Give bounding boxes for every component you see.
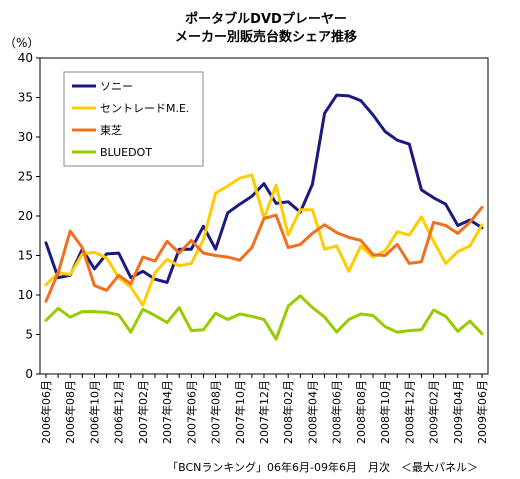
x-tick-label: 2008年10月 <box>378 380 392 444</box>
y-axis-unit-label: （%） <box>4 36 39 50</box>
series-lines <box>44 93 484 341</box>
legend-label: セントレードM.E. <box>100 102 189 115</box>
x-tick-label: 2008年02月 <box>281 380 295 444</box>
y-tick-label: 10 <box>18 288 33 302</box>
x-tick-label: 2007年12月 <box>257 380 271 444</box>
legend-label: BLUEDOT <box>100 146 152 159</box>
legend-label: ソニー <box>100 80 133 93</box>
x-tick-label: 2009年06月 <box>475 380 489 444</box>
x-tick-label: 2008年04月 <box>305 380 319 444</box>
x-tick-label: 2006年12月 <box>112 380 126 444</box>
y-tick-label: 5 <box>25 328 33 342</box>
x-tick-label: 2006年08月 <box>63 380 77 444</box>
legend-box <box>63 71 204 167</box>
source-note: 「BCNランキング」06年6月-09年6月 月次 ＜最大パネル＞ <box>167 460 478 474</box>
series-line-3 <box>44 294 484 341</box>
x-tick-label: 2006年10月 <box>87 380 101 444</box>
x-tick-label: 2007年02月 <box>136 380 150 444</box>
x-tick-label: 2007年06月 <box>184 380 198 444</box>
x-tick-label: 2007年08月 <box>209 380 223 444</box>
x-tick-label: 2008年12月 <box>402 380 416 444</box>
y-tick-label: 15 <box>18 249 33 263</box>
x-tick-label: 2006年06月 <box>39 380 53 444</box>
x-axis: 2006年06月 2006年08月 2006年10月 2006年12月 2007年02月… <box>39 374 489 444</box>
y-tick-label: 0 <box>25 367 33 381</box>
y-tick-label: 20 <box>18 209 33 223</box>
x-tick-label: 2009年04月 <box>451 380 465 444</box>
y-tick-label: 40 <box>18 51 33 65</box>
x-tick-label: 2007年04月 <box>160 380 174 444</box>
y-tick-label: 25 <box>18 170 33 184</box>
series-line-0 <box>44 93 484 284</box>
x-tick-label: 2009年02月 <box>427 380 441 444</box>
x-tick-label: 2008年06月 <box>330 380 344 444</box>
series-line-2 <box>44 205 484 303</box>
chart-subtitle: メーカー別販売台数シェア推移 <box>175 29 357 45</box>
y-tick-label: 35 <box>18 91 33 105</box>
y-tick-label: 30 <box>18 130 33 144</box>
legend-label: 東芝 <box>100 124 122 137</box>
chart-title: ポータブルDVDプレーヤー <box>185 11 347 27</box>
y-axis: 0 5 10 15 20 25 30 35 40 <box>18 51 40 381</box>
x-tick-label: 2007年10月 <box>233 380 247 444</box>
x-tick-label: 2008年08月 <box>354 380 368 444</box>
